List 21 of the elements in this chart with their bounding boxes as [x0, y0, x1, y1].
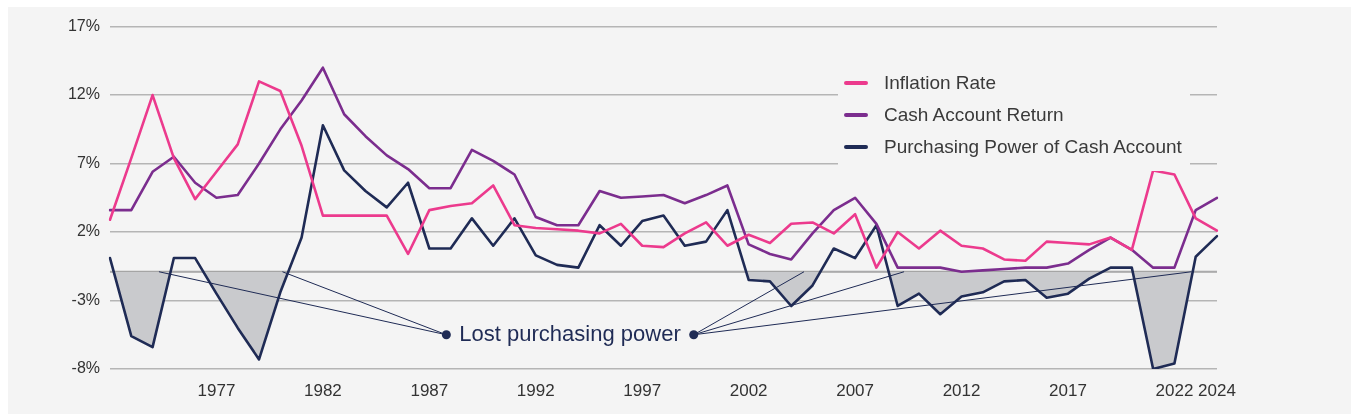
x-tick-label: 1997: [623, 380, 662, 400]
y-tick-label: -3%: [71, 290, 100, 308]
x-tick-label: 2024: [1198, 380, 1236, 400]
x-tick-label: 2022: [1155, 380, 1194, 400]
legend-label: Cash Account Return: [884, 104, 1064, 126]
x-tick-label: 1992: [516, 380, 555, 400]
x-tick-label: 1982: [303, 380, 342, 400]
y-tick-label: 17%: [67, 17, 100, 35]
y-tick-label: 12%: [67, 85, 100, 103]
x-tick-label: 2012: [942, 380, 981, 400]
x-tick-label: 1977: [197, 380, 236, 400]
x-tick-label: 2007: [836, 380, 875, 400]
y-tick-label: 2%: [76, 222, 100, 240]
x-tick-label: 2002: [729, 380, 768, 400]
x-tick-label: 2017: [1049, 380, 1087, 400]
x-tick-label: 1987: [410, 380, 449, 400]
y-tick-label: -8%: [71, 359, 100, 377]
y-tick-label: 7%: [76, 153, 100, 171]
legend-label: Purchasing Power of Cash Account: [884, 136, 1182, 158]
legend-label: Inflation Rate: [884, 72, 996, 94]
annotation: Lost purchasing power: [459, 320, 681, 346]
